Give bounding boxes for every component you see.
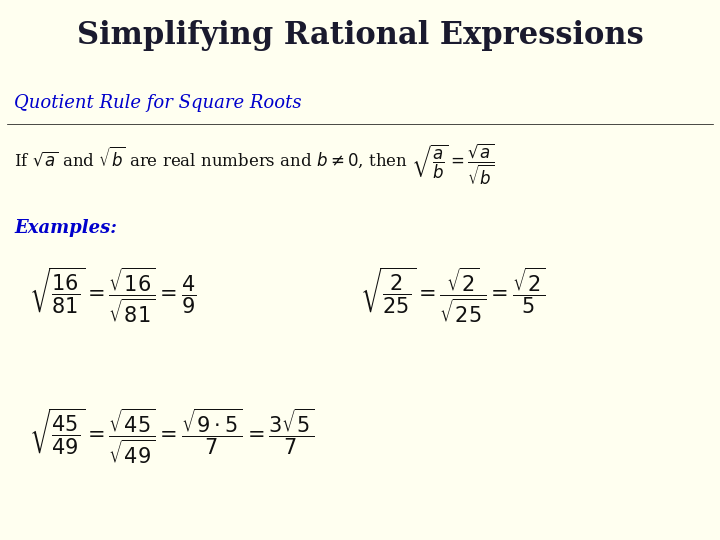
Text: $\sqrt{\dfrac{45}{49}} = \dfrac{\sqrt{45}}{\sqrt{49}} = \dfrac{\sqrt{9 \cdot 5}}: $\sqrt{\dfrac{45}{49}} = \dfrac{\sqrt{45… [29,407,315,466]
Text: If $\sqrt{a}$ and $\sqrt{b}$ are real numbers and $b \neq 0$, then $\sqrt{\dfrac: If $\sqrt{a}$ and $\sqrt{b}$ are real nu… [14,141,495,187]
Text: $\sqrt{\dfrac{2}{25}} = \dfrac{\sqrt{2}}{\sqrt{25}} = \dfrac{\sqrt{2}}{5}$: $\sqrt{\dfrac{2}{25}} = \dfrac{\sqrt{2}}… [360,266,545,325]
Text: Examples:: Examples: [14,219,117,237]
Text: $\sqrt{\dfrac{16}{81}} = \dfrac{\sqrt{16}}{\sqrt{81}} = \dfrac{4}{9}$: $\sqrt{\dfrac{16}{81}} = \dfrac{\sqrt{16… [29,266,197,325]
Text: Simplifying Rational Expressions: Simplifying Rational Expressions [76,19,644,51]
Text: Quotient Rule for Square Roots: Quotient Rule for Square Roots [14,94,302,112]
